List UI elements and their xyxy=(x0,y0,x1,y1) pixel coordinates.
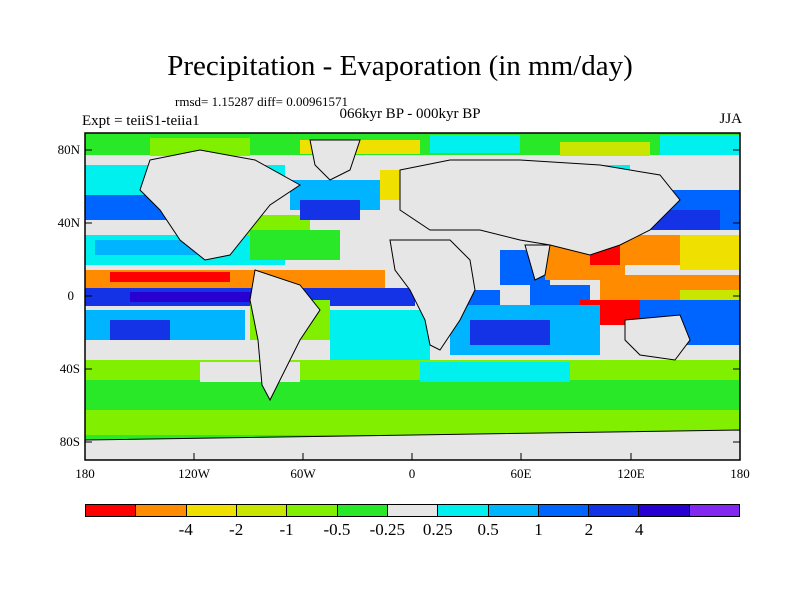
colorbar-box xyxy=(287,505,338,516)
colorbar-box xyxy=(689,505,740,516)
colorbar-box xyxy=(438,505,489,516)
lat-label-80n: 80N xyxy=(58,142,81,157)
colorbar-label: -4 xyxy=(178,520,193,539)
colorbar-box xyxy=(86,505,137,516)
colorbar-box xyxy=(186,505,237,516)
experiment-label: Expt = teiiS1-teiia1 xyxy=(82,113,200,129)
colorbar-label: 2 xyxy=(584,520,594,539)
lon-label-180e: 180 xyxy=(730,466,750,481)
colorbar xyxy=(85,504,740,517)
colorbar-box xyxy=(337,505,388,516)
colorbar-box xyxy=(589,505,640,516)
lon-label-120e: 120E xyxy=(617,466,645,481)
lat-ticks xyxy=(85,149,740,443)
colorbar-label: 4 xyxy=(634,520,644,539)
colorbar-box xyxy=(538,505,590,516)
lon-ticks xyxy=(84,453,741,460)
colorbar-box xyxy=(136,505,187,516)
colorbar-label: -1 xyxy=(279,520,294,539)
colorbar-box xyxy=(488,505,539,516)
continents xyxy=(85,139,740,460)
lon-label-60e: 60E xyxy=(511,466,532,481)
lon-label-60w: 60W xyxy=(290,466,316,481)
lon-label-0: 0 xyxy=(409,466,416,481)
colorbar-label: 0.25 xyxy=(422,520,453,539)
period-label: 066kyr BP - 000kyr BP xyxy=(339,106,481,122)
lon-label-120w: 120W xyxy=(178,466,211,481)
colorbar-label: -0.5 xyxy=(323,520,351,539)
colorbar-label: 1 xyxy=(534,520,543,539)
lat-label-40n: 40N xyxy=(58,215,81,230)
lat-label-80s: 80S xyxy=(60,434,80,449)
lat-label-40s: 40S xyxy=(60,361,80,376)
colorbar-box xyxy=(387,505,439,516)
map-title: Precipitation - Evaporation (in mm/day) xyxy=(167,50,633,82)
colorbar-label: 0.5 xyxy=(477,520,499,539)
stats-text: rmsd= 1.15287 diff= 0.00961571 xyxy=(175,94,348,109)
lon-label-180w: 180 xyxy=(75,466,95,481)
lat-label-0: 0 xyxy=(68,288,75,303)
colorbar-label: -2 xyxy=(229,520,244,539)
season-label: JJA xyxy=(719,111,742,127)
colorbar-label: -0.25 xyxy=(369,520,406,539)
colorbar-box xyxy=(236,505,288,516)
colorbar-box xyxy=(639,505,690,516)
